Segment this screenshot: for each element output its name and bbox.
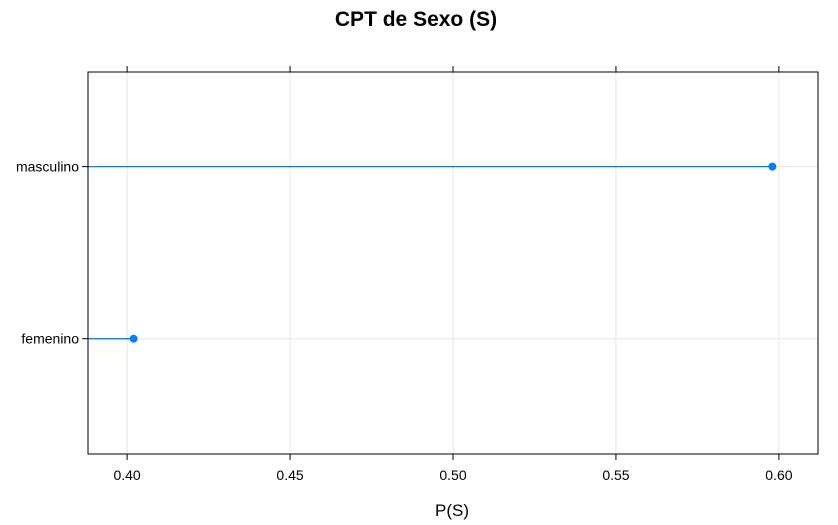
category-labels: masculino femenino: [16, 159, 79, 347]
axis-ticks: 0.40 0.45 0.50 0.55 0.60: [82, 66, 793, 483]
x-axis-label: P(S): [435, 501, 469, 520]
data-point: [768, 162, 777, 171]
gridlines: [88, 72, 818, 454]
x-tick-label: 0.45: [276, 467, 303, 483]
x-tick-label: 0.60: [765, 467, 792, 483]
x-tick-label: 0.40: [113, 467, 140, 483]
data-marks: [88, 162, 777, 343]
chart-title: CPT de Sexo (S): [335, 8, 497, 31]
category-label: femenino: [21, 331, 79, 347]
x-tick-label: 0.50: [439, 467, 466, 483]
data-point: [129, 334, 138, 343]
category-label: masculino: [16, 159, 79, 175]
x-tick-label: 0.55: [602, 467, 629, 483]
